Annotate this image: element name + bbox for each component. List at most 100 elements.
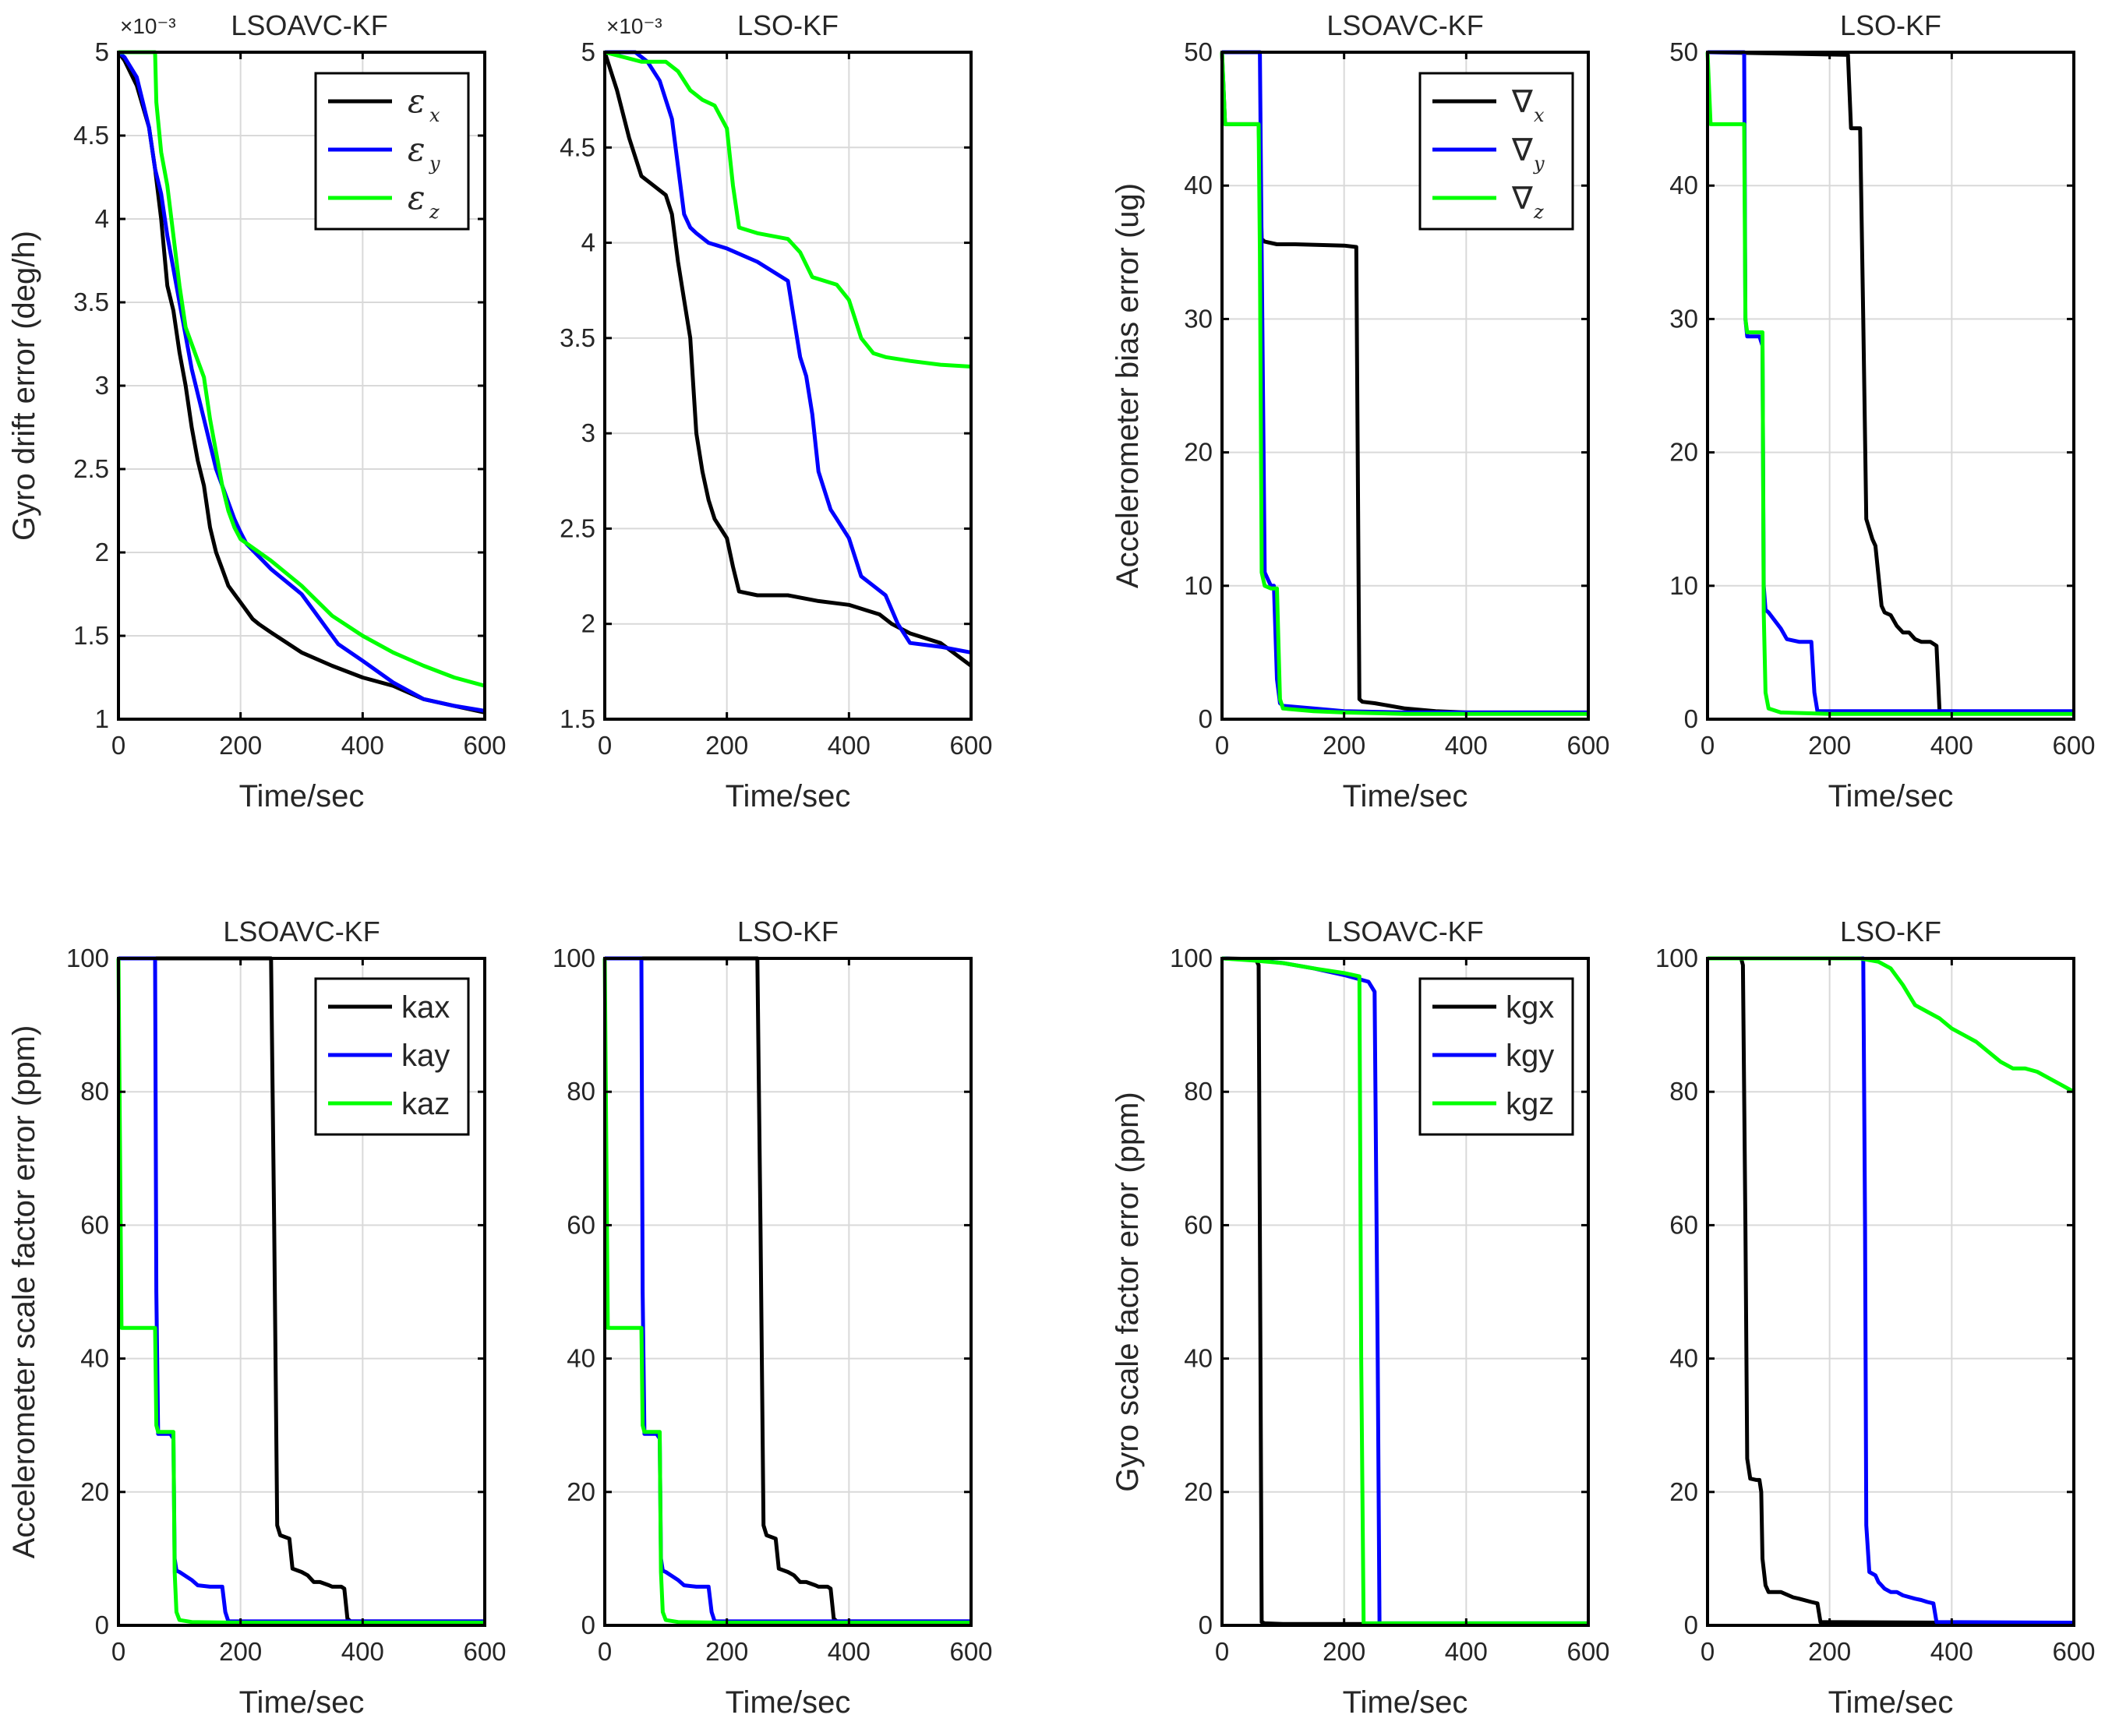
x-tick-label: 600 [1566, 731, 1609, 760]
y-tick-label: 80 [1669, 1077, 1698, 1106]
y-tick-label: 4.5 [73, 121, 109, 150]
series-line-0 [1707, 50, 2075, 715]
x-axis-label: Time/sec [239, 1685, 365, 1720]
series-line-2 [1221, 956, 1588, 1625]
y-tick-label: 2.5 [73, 454, 109, 483]
y-tick-label: 30 [1669, 304, 1698, 333]
y-tick-label: 10 [1669, 571, 1698, 600]
y-tick-label: 60 [1184, 1210, 1213, 1239]
legend-label: kaz [401, 1087, 450, 1121]
legend-subscript: x [1534, 104, 1545, 126]
x-tick-label: 400 [1445, 731, 1488, 760]
legend-symbol: ε [408, 178, 426, 217]
legend: ∇ x∇ y∇ z [1418, 72, 1574, 231]
x-tick-label: 600 [949, 731, 992, 760]
axes-frame [1706, 957, 2075, 1627]
legend-label: kay [401, 1039, 450, 1073]
y-tick-label: 3.5 [73, 288, 109, 316]
axes-frame [1706, 51, 2075, 721]
y-tick-label: 50 [1184, 37, 1213, 66]
y-tick-label: 0 [95, 1611, 109, 1639]
y-tick-label: 0 [1684, 704, 1698, 733]
y-tick-label: 40 [1184, 1344, 1213, 1373]
chart-accel-scale-lso: 0 200 400 600 0 20 40 60 80 100 LSO-KF Time/sec [553, 916, 993, 1720]
y-tick-label: 4 [581, 228, 595, 257]
y-tick-label: 2 [95, 538, 109, 566]
x-axis-label: Time/sec [726, 779, 851, 813]
y-axis-label: Gyro drift error (deg/h) [7, 231, 41, 541]
y-tick-label: 100 [1655, 944, 1698, 972]
chart-title: LSOAVC-KF [1326, 916, 1483, 947]
x-tick-label: 400 [341, 731, 384, 760]
y-tick-label: 4 [95, 204, 109, 233]
x-tick-label: 200 [705, 731, 748, 760]
x-tick-label: 400 [828, 1637, 871, 1666]
legend-symbol: ε [408, 130, 426, 168]
x-tick-label: 200 [1323, 731, 1365, 760]
x-tick-label: 600 [1566, 1637, 1609, 1666]
chart-title: LSO-KF [737, 916, 839, 947]
axis-exponent-label: ×10⁻³ [606, 14, 662, 38]
y-tick-label: 0 [1199, 1611, 1213, 1639]
y-tick-label: 3.5 [560, 323, 595, 352]
plot-area [1708, 52, 2074, 719]
y-tick-label: 4.5 [560, 132, 595, 161]
y-tick-label: 5 [581, 37, 595, 66]
legend-subscript: z [1533, 201, 1544, 223]
x-tick-label: 200 [1808, 1637, 1851, 1666]
x-tick-label: 0 [598, 731, 612, 760]
x-tick-label: 400 [828, 731, 871, 760]
x-tick-label: 400 [1930, 1637, 1973, 1666]
x-axis-label: Time/sec [1828, 1685, 1954, 1720]
series-line-0 [1708, 956, 2075, 1625]
x-tick-label: 200 [1323, 1637, 1365, 1666]
y-tick-label: 5 [95, 37, 109, 66]
legend: kgx kgy kgz [1418, 977, 1574, 1136]
y-tick-label: 2.5 [560, 513, 595, 542]
legend-symbol: ∇ [1511, 182, 1533, 216]
series-line-2 [602, 958, 971, 1625]
series-line-2 [1220, 51, 1588, 716]
y-tick-label: 40 [80, 1344, 109, 1373]
x-tick-label: 400 [1445, 1637, 1488, 1666]
legend-symbol: ε [408, 82, 426, 120]
y-tick-label: 0 [581, 1611, 595, 1639]
legend-subscript: x [429, 104, 440, 126]
x-tick-label: 0 [111, 1637, 125, 1666]
y-axis-label: Accelerometer bias error (ug) [1111, 183, 1145, 588]
y-tick-label: 0 [1684, 1611, 1698, 1639]
y-tick-label: 100 [553, 944, 595, 972]
x-axis-label: Time/sec [239, 779, 365, 813]
x-tick-label: 200 [219, 1637, 262, 1666]
x-tick-label: 0 [1215, 731, 1229, 760]
chart-title: LSOAVC-KF [223, 916, 380, 947]
legend-symbol: ∇ [1511, 85, 1533, 119]
x-axis-label: Time/sec [1828, 779, 1954, 813]
x-tick-label: 0 [1215, 1637, 1229, 1666]
y-tick-label: 40 [1669, 1344, 1698, 1373]
chart-gyro-drift-lso: 0 200 400 600 1.5 2 2.5 3 3.5 4 4.5 5 ×10⁻³ LSO-KF Tim… [560, 9, 992, 813]
axes-frame [1220, 957, 1590, 1627]
legend-label: kgy [1506, 1039, 1554, 1073]
y-tick-label: 30 [1184, 304, 1213, 333]
series-line-1 [605, 50, 972, 655]
series-line-0 [605, 956, 971, 1624]
x-tick-label: 0 [1701, 731, 1715, 760]
y-tick-label: 40 [1184, 171, 1213, 199]
y-tick-label: 60 [80, 1210, 109, 1239]
axes-frame [603, 51, 973, 721]
chart-accel-bias-lsoavc: 0 200 400 600 0 10 20 30 40 50 LSOAVC-KF Time/sec Ac… [1111, 9, 1610, 813]
x-axis-label: Time/sec [1343, 779, 1468, 813]
series-line-0 [602, 51, 973, 668]
legend-symbol: ∇ [1511, 133, 1533, 168]
axes-frame [603, 957, 973, 1627]
series-line-0 [118, 956, 485, 1624]
y-tick-label: 3 [95, 371, 109, 400]
y-tick-label: 20 [567, 1477, 595, 1506]
x-tick-label: 400 [1930, 731, 1973, 760]
y-tick-label: 60 [1669, 1210, 1698, 1239]
y-tick-label: 20 [1184, 438, 1213, 467]
legend: kax kay kaz [314, 977, 470, 1136]
legend-subscript: y [1533, 153, 1545, 175]
chart-accel-bias-lso: 0 200 400 600 0 10 20 30 40 50 LSO-KF Time/sec [1669, 9, 2095, 813]
